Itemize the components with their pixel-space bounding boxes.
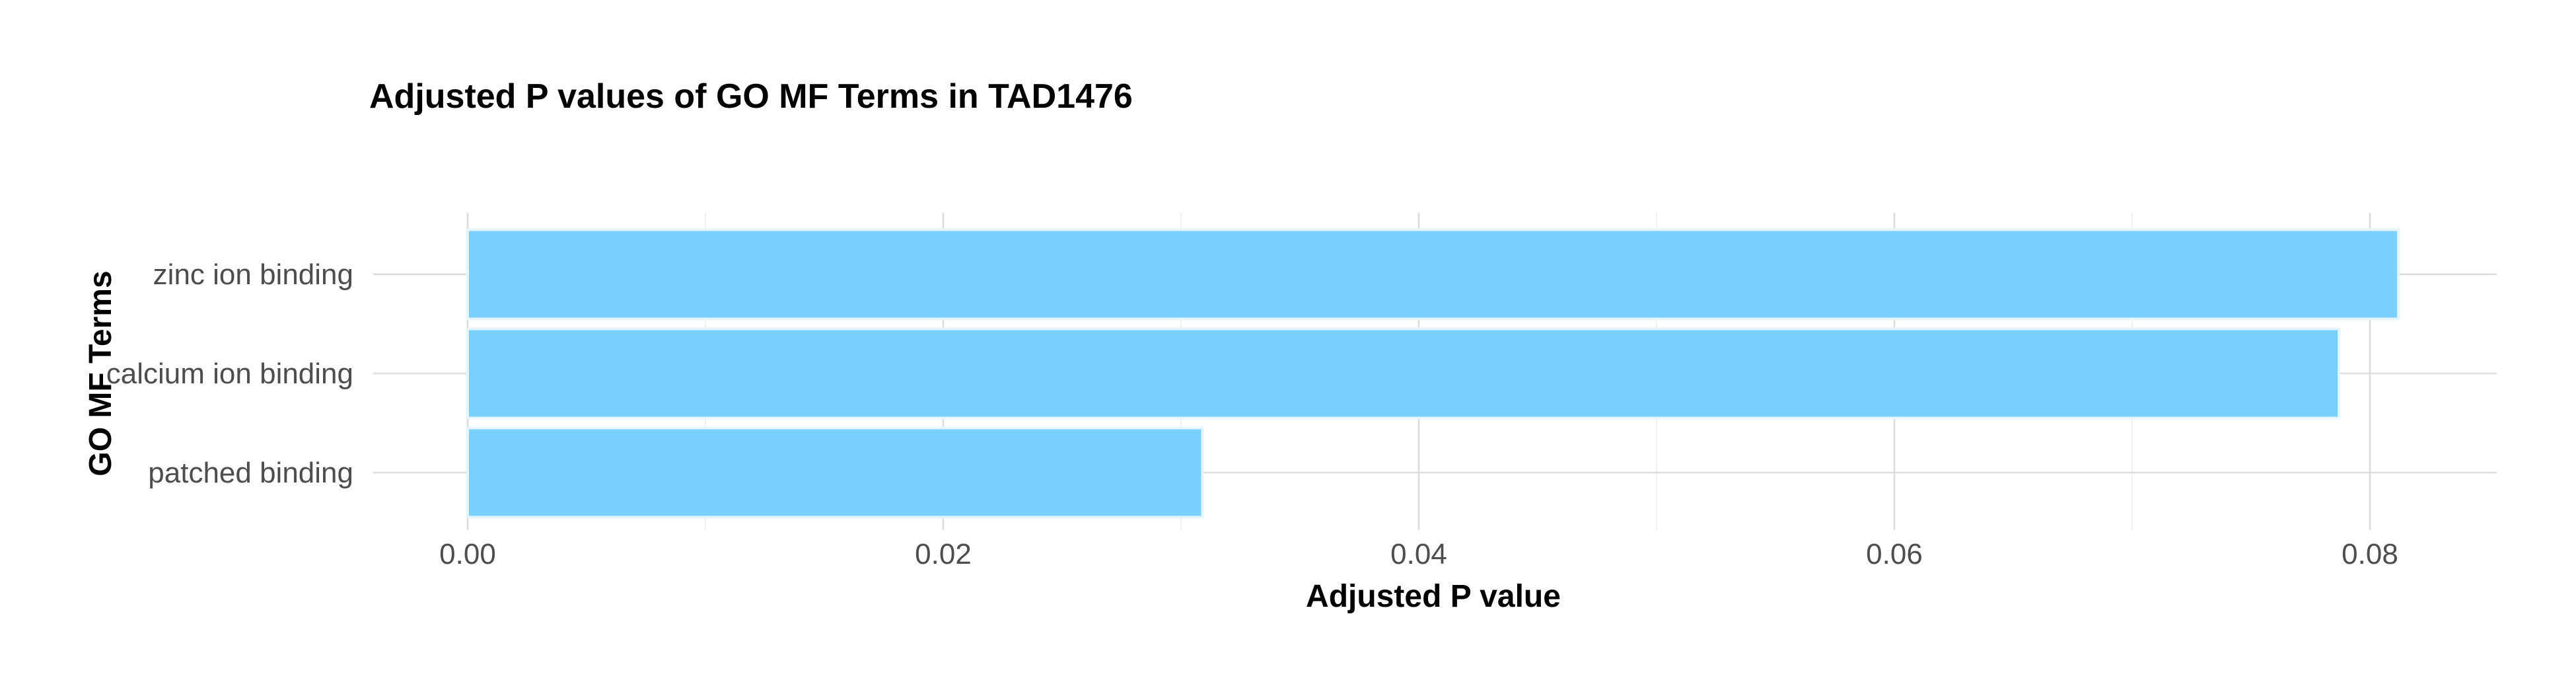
bar xyxy=(466,228,2400,321)
y-tick-labels: zinc ion binding calcium ion binding patch… xyxy=(106,258,353,489)
bars xyxy=(466,228,2400,519)
x-tick-label: 0.06 xyxy=(1866,538,1923,570)
y-tick-label: calcium ion binding xyxy=(106,358,353,390)
x-tick-label: 0.08 xyxy=(2342,538,2398,570)
x-tick-label: 0.00 xyxy=(439,538,496,570)
x-tick-label: 0.04 xyxy=(1390,538,1447,570)
y-axis-title: GO MF Terms xyxy=(83,270,118,476)
y-tick-label: zinc ion binding xyxy=(153,258,353,291)
x-tick-label: 0.02 xyxy=(915,538,972,570)
bar xyxy=(466,327,2341,420)
y-tick-label: patched binding xyxy=(148,457,353,489)
chart-title: Adjusted P values of GO MF Terms in TAD1… xyxy=(369,77,1133,116)
bar xyxy=(466,426,1204,519)
x-axis-title: Adjusted P value xyxy=(1306,579,1561,614)
x-tick-labels: 0.00 0.02 0.04 0.06 0.08 xyxy=(439,538,2398,570)
plot-area: 0.00 0.02 0.04 0.06 0.08 zinc ion binding cal… xyxy=(106,213,2497,570)
